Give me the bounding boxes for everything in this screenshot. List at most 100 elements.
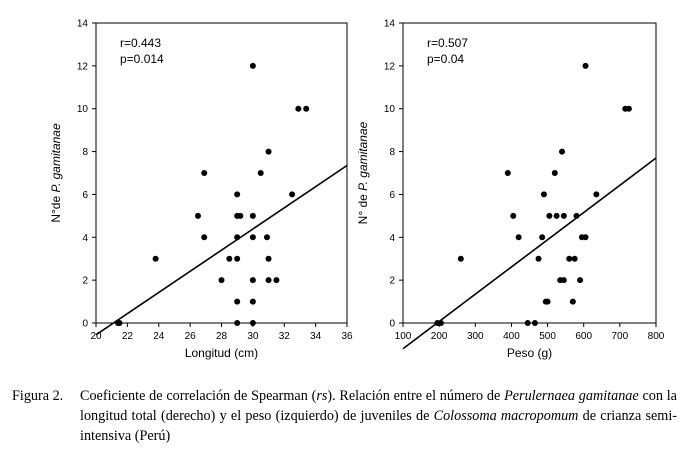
panel1-data-point — [234, 191, 241, 198]
panel1-y-tick-label: 14 — [77, 19, 89, 30]
panel2-x-tick-label: 500 — [539, 331, 556, 342]
panel2-y-tick-label: 12 — [384, 61, 396, 72]
panel1-stat-annotation: r=0.443 — [120, 36, 161, 50]
panel1-data-point — [234, 234, 241, 241]
panel1-data-point — [249, 234, 256, 241]
panel2-data-point — [524, 320, 531, 326]
panel2-data-point — [593, 191, 600, 198]
panel1-x-tick-label: 34 — [310, 331, 322, 342]
panel1-y-tick-label: 8 — [82, 147, 88, 158]
panel2-data-point — [573, 212, 580, 219]
panel1-stat-annotation: p=0.014 — [120, 52, 164, 66]
panel2-data-point — [577, 277, 584, 284]
panel1-y-tick-label: 10 — [77, 104, 89, 115]
panel1-x-tick-label: 24 — [153, 331, 165, 342]
panel2-x-tick-label: 200 — [431, 331, 448, 342]
panel2-data-point — [559, 148, 566, 155]
panel2-y-tick-label: 2 — [389, 276, 395, 287]
panel2-data-point — [504, 170, 511, 176]
panel1-data-point — [249, 320, 256, 326]
panel2-data-point — [560, 212, 567, 219]
panel1-data-point — [249, 298, 256, 305]
caption-rs: rs — [316, 388, 328, 404]
panel1-y-tick-label: 0 — [82, 319, 88, 330]
panel2-frame — [402, 22, 657, 324]
panel2-data-point — [539, 234, 546, 241]
panel1-data-point — [249, 62, 256, 69]
caption-label: Figura 2. — [12, 388, 64, 404]
panel1-data-point — [273, 277, 280, 284]
panel2-data-point — [540, 191, 547, 198]
panel2-data-point — [437, 320, 444, 326]
panel1-data-point — [201, 170, 208, 176]
panel2-y-tick-label: 4 — [389, 233, 395, 244]
panel2-data-point — [566, 255, 573, 262]
caption-species-epithet: gamitanae — [578, 388, 639, 404]
panel1-data-point — [303, 105, 310, 112]
panel2-data-point — [551, 170, 558, 176]
panel2-data-point — [544, 298, 551, 305]
panel1-x-tick-label: 36 — [341, 331, 353, 342]
panel1-data-point — [263, 234, 270, 241]
panel1-data-point — [234, 320, 241, 326]
panel1-x-tick-label: 30 — [247, 331, 259, 342]
caption-part-1: Coeficiente de correlación de Spearman ( — [80, 388, 317, 404]
caption-host-species: Colossoma macropomum — [433, 408, 579, 424]
panel2-data-point — [582, 62, 589, 69]
panel1-data-point — [295, 105, 302, 112]
caption-part-3: con la longitud total (derecho) y el pes… — [80, 388, 677, 424]
panel2-data-point — [625, 105, 632, 112]
panel2-y-tick-label: 14 — [384, 19, 396, 30]
panel1-y-tick-label: 2 — [82, 276, 88, 287]
panel1-data-point — [234, 255, 241, 262]
panel1-data-point — [249, 277, 256, 284]
panel1-x-tick-label: 20 — [90, 331, 102, 342]
panel1-data-point — [237, 212, 244, 219]
panel2-x-tick-label: 100 — [395, 331, 412, 342]
panel1-data-point — [152, 255, 159, 262]
panel2-x-tick-label: 300 — [467, 331, 484, 342]
panel2-x-tick-label: 800 — [648, 331, 665, 342]
panel2-data-point — [553, 212, 560, 219]
panel2-data-point — [515, 234, 522, 241]
panel2-y-tick-label: 10 — [384, 104, 396, 115]
panel2-y-tick-label: 6 — [389, 190, 395, 201]
panel2-data-point — [582, 234, 589, 241]
panel2-y-tick-label: 8 — [389, 147, 395, 158]
caption-part-4: de crianza semi-intensiva (Perú) — [80, 408, 677, 444]
panel2: 100 200 300 400 500 600 700 800 0 2 4 6 8 10 12 14 Peso … — [356, 19, 665, 361]
panel1-data-point — [289, 191, 296, 198]
caption-species-genus: Perulernaea — [504, 388, 575, 404]
panel1-regression-line — [95, 164, 348, 336]
panel1-data-point — [116, 320, 123, 326]
panel2-x-tick-label: 400 — [503, 331, 520, 342]
panel2-data-point — [535, 255, 542, 262]
panel1-y-axis-label: N°de P. gamitanae — [49, 123, 63, 223]
panel2-stat-annotation: r=0.507 — [427, 36, 468, 50]
panel1-data-point — [194, 212, 201, 219]
panel1-y-axis-label-prefix: N°de — [49, 193, 63, 223]
panel1-data-point — [265, 148, 272, 155]
caption-part-2: ). Relación entre el número de — [327, 388, 505, 404]
panel2-data-point — [510, 212, 517, 219]
panel1-x-axis-label: Longitud (cm) — [185, 346, 258, 360]
panel1-data-point — [226, 255, 233, 262]
panel2-y-axis-label-prefix: N° de — [356, 191, 370, 224]
panel2-data-point — [457, 255, 464, 262]
panel1-data-point — [249, 212, 256, 219]
panel2-data-point — [571, 255, 578, 262]
panel2-y-axis-label-species: P. gamitanae — [356, 121, 370, 190]
panel1-x-tick-label: 28 — [216, 331, 228, 342]
panel1-x-tick-label: 26 — [185, 331, 197, 342]
panel1-x-tick-label: 22 — [122, 331, 134, 342]
panel2-x-tick-label: 700 — [612, 331, 629, 342]
panel2-data-point — [546, 212, 553, 219]
panel1-data-point — [201, 234, 208, 241]
panel1-x-tick-label: 32 — [279, 331, 291, 342]
panel2-data-point — [531, 320, 538, 326]
panel1-data-point — [265, 255, 272, 262]
panel2-y-axis-label: N° de P. gamitanae — [356, 121, 370, 224]
caption-text: Coeficiente de correlación de Spearman (… — [80, 386, 677, 446]
panel1-y-tick-label: 4 — [82, 233, 88, 244]
